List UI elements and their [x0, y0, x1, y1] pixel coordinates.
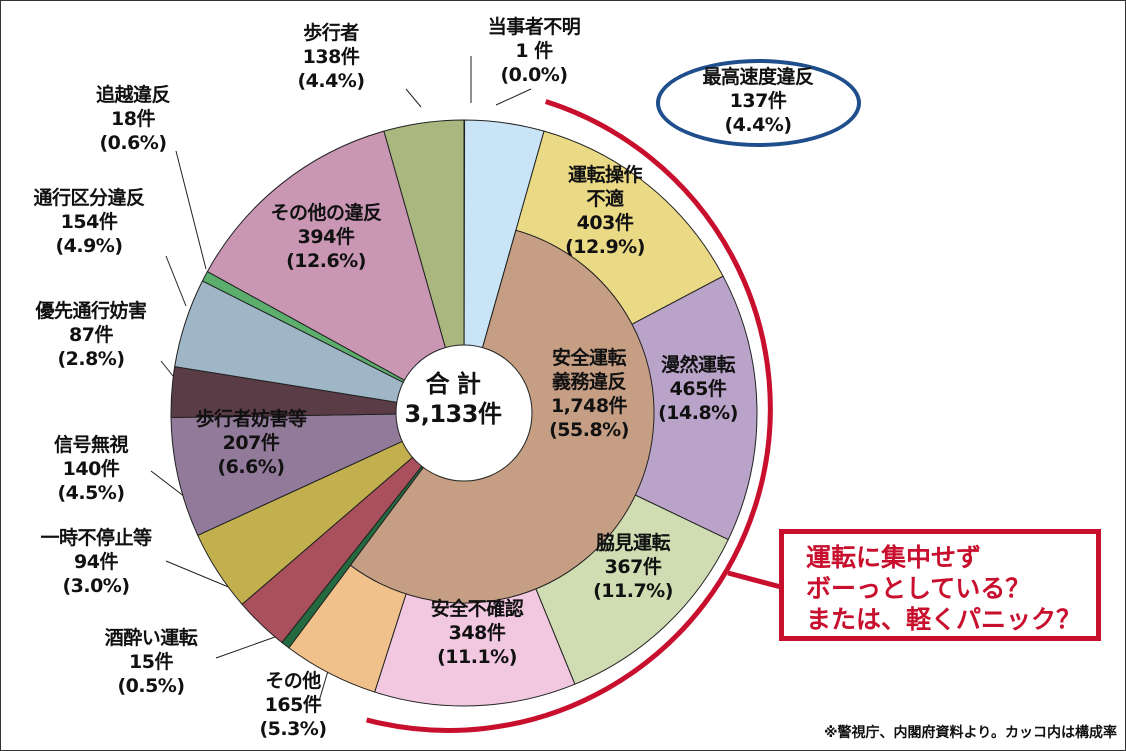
slice-label-tojisha-fumei: 当事者不明 1 件 (0.0%): [487, 16, 581, 86]
slices: [170, 119, 758, 707]
callout-box: 運転に集中せず ボーっとしている？ または、軽くパニック？: [779, 529, 1101, 641]
slice-label-unten-sosa: 運転操作 不適 403件 (12.9%): [565, 164, 645, 258]
slice-label-hokosha-bogai: 歩行者妨害等 207件 (6.6%): [195, 408, 307, 478]
slice-label-oikoshi: 追越違反 18件 (0.6%): [95, 84, 171, 154]
highlight-oval: [656, 59, 861, 147]
slice-label-sonota-ihan: その他の違反 394件 (12.6%): [270, 202, 382, 272]
inner-group-label: 安全運転 義務違反 1,748件 (55.8%): [549, 347, 629, 441]
leader-line: [175, 150, 207, 270]
slice-label-anzen-fukakunin: 安全不確認 348件 (11.1%): [430, 598, 524, 668]
pie-slice-14: [206, 130, 465, 415]
footnote: ※警視庁、内閣府資料より。カッコ内は構成率: [823, 725, 1117, 741]
pie-slice-15: [383, 119, 465, 414]
slice-label-sakeyoi: 酒酔い運転 15件 (0.5%): [104, 627, 198, 697]
slice-label-tsuko-kubun: 通行区分違反 154件 (4.9%): [33, 187, 145, 257]
leader-line: [160, 360, 174, 377]
highlight-arc: [366, 99, 773, 733]
leader-line: [495, 88, 532, 106]
slice-label-sonota: その他 165件 (5.3%): [259, 670, 327, 740]
slice-label-wakimi: 脇見運転 367件 (11.7%): [593, 532, 673, 602]
slice-label-shingo-mushi: 信号無視 140件 (4.5%): [53, 434, 129, 504]
pie-slice-10: [170, 412, 465, 536]
slice-label-ichiji-futeishi: 一時不停止等 94件 (3.0%): [40, 527, 152, 597]
center-hole: [395, 344, 533, 482]
slice-label-saiko-sokudo: 最高速度違反 137件 (4.4%): [702, 66, 814, 136]
leader-line: [165, 255, 187, 307]
callout-connector: [727, 570, 782, 590]
slice-label-yusen-tsuko: 優先通行妨害 87件 (2.8%): [35, 300, 147, 370]
slice-label-manzen: 漫然運転 465件 (14.8%): [658, 354, 738, 424]
total-label: 合 計 3,133件: [404, 370, 502, 428]
leader-line: [405, 88, 422, 108]
slice-label-hokosha: 歩行者 138件 (4.4%): [297, 22, 365, 92]
